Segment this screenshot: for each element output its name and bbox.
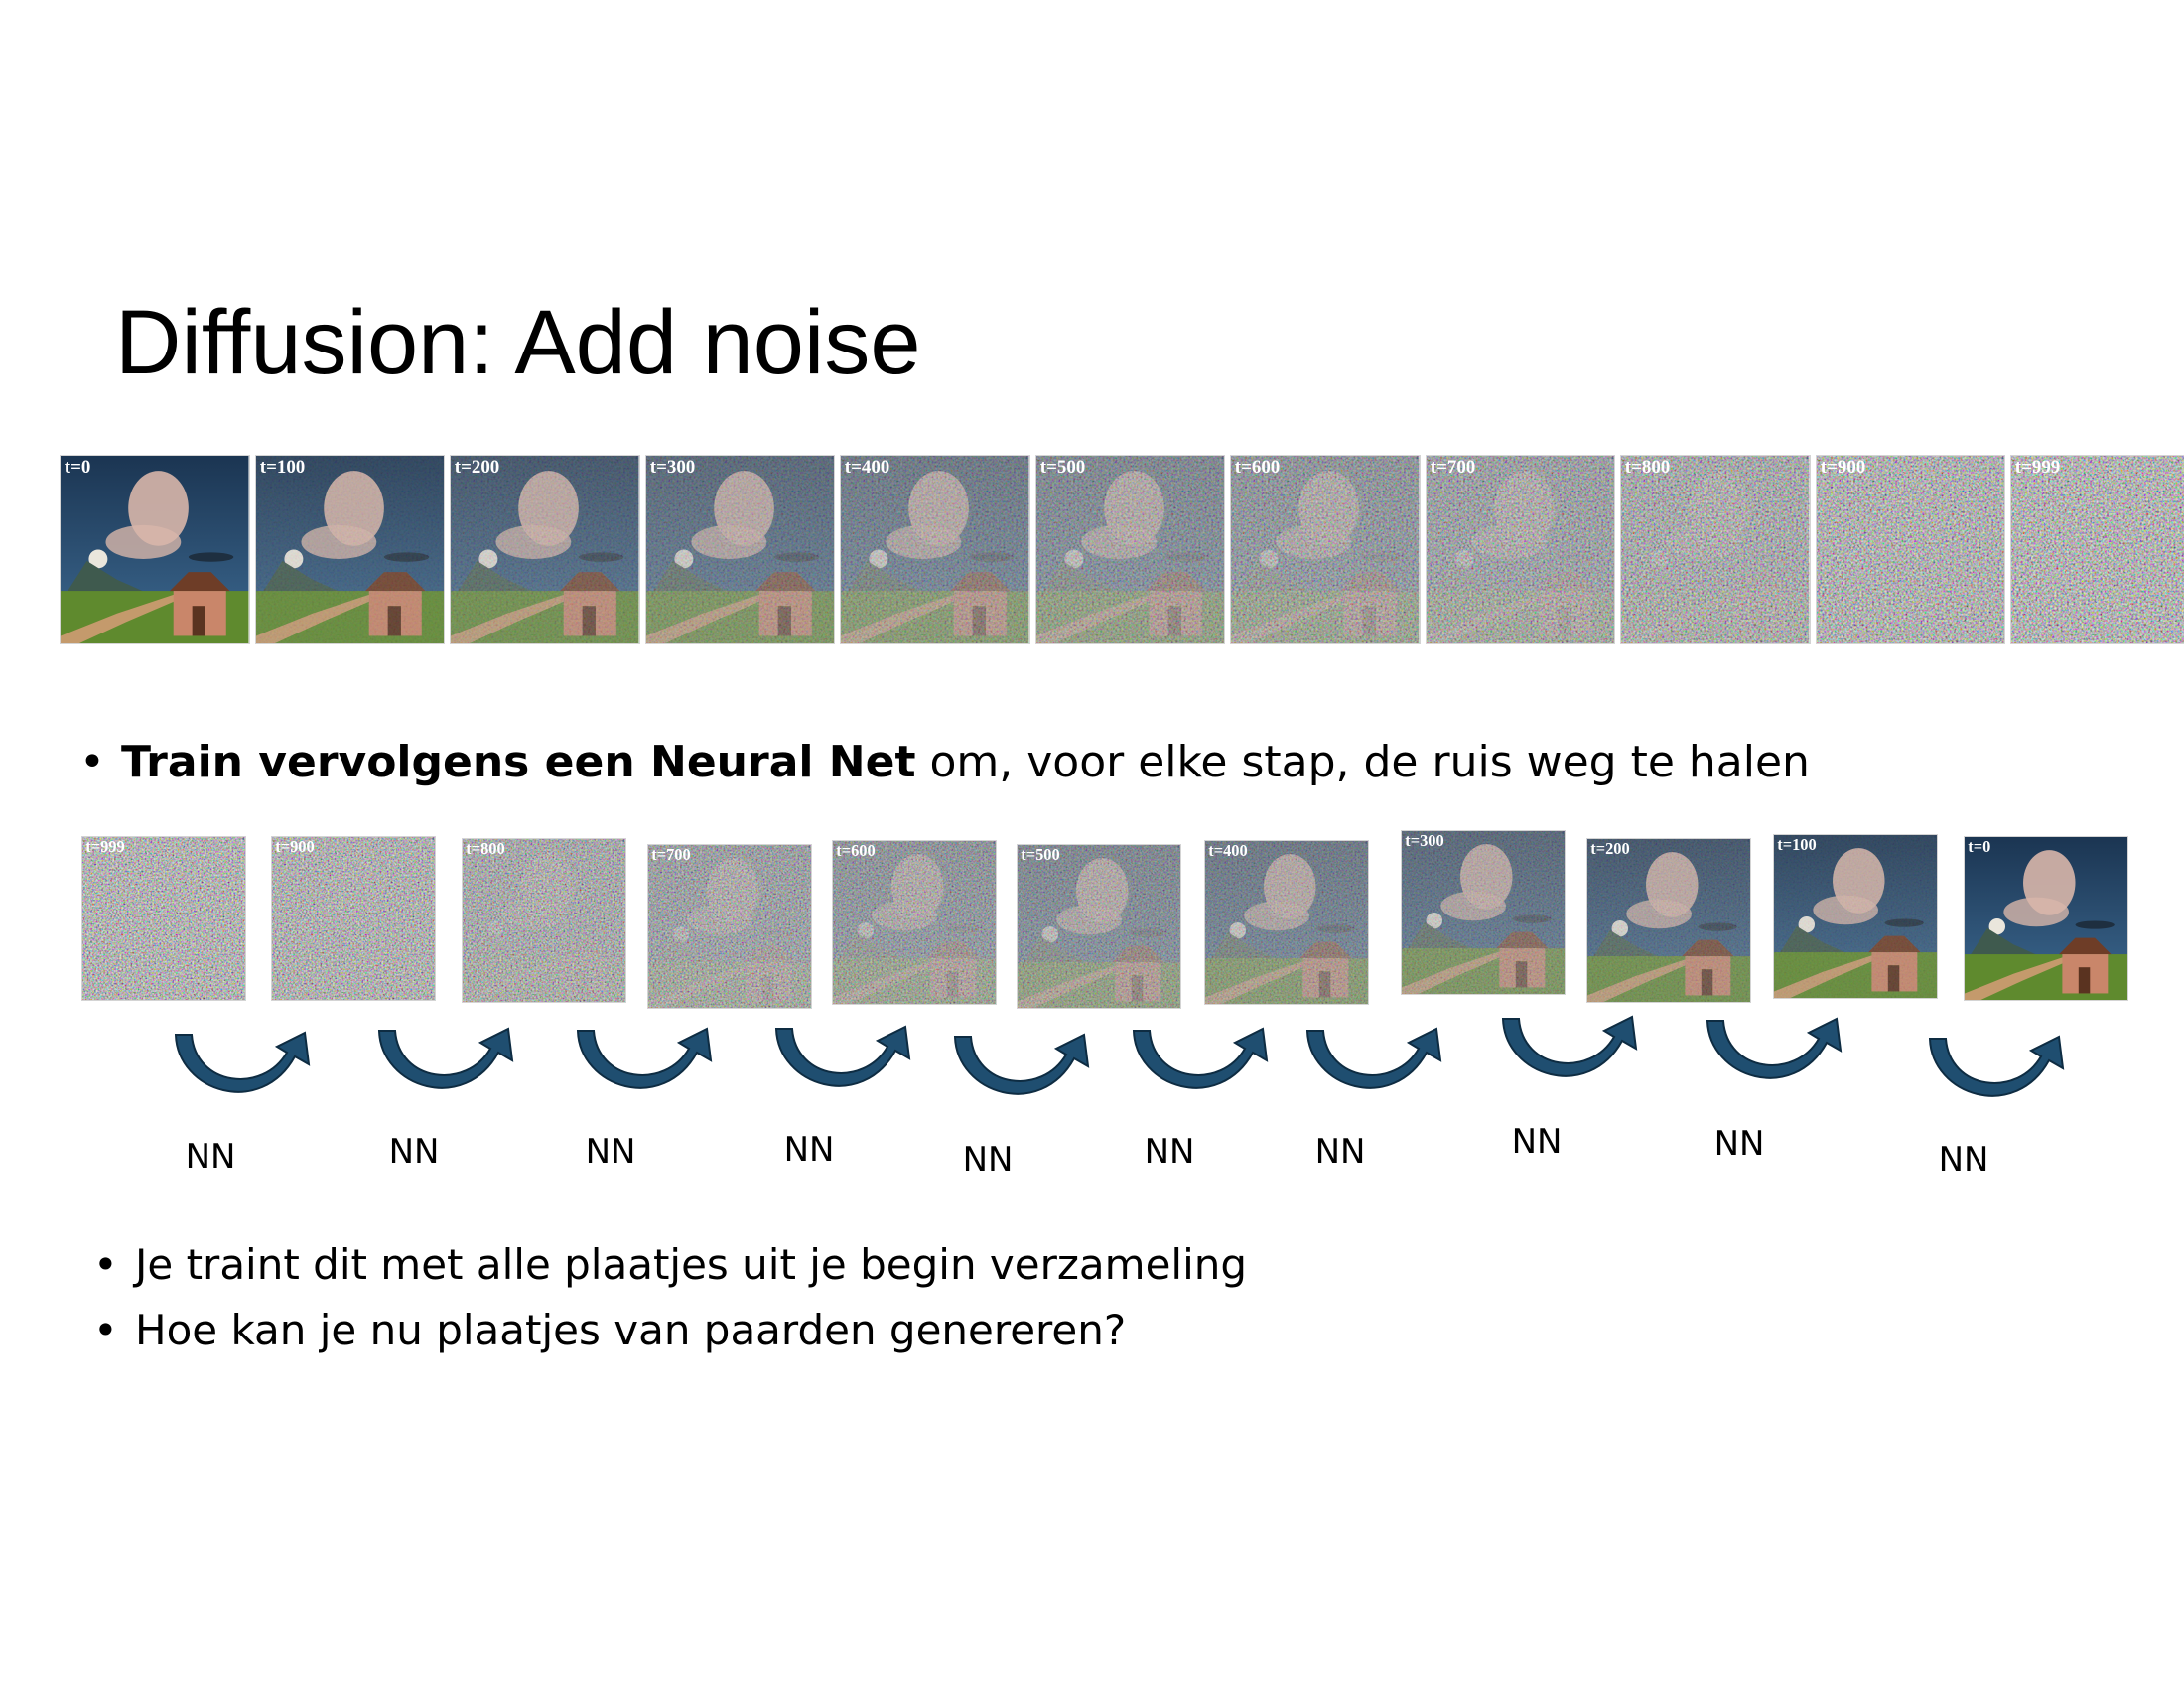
landscape-scene	[61, 456, 249, 643]
nn-label: NN	[185, 1137, 236, 1177]
frame-step-label: t=800	[466, 839, 504, 858]
nn-curved-arrow-icon	[576, 1027, 713, 1089]
bullet-generate-horses: • Hoe kan je nu plaatjes van paarden gene…	[93, 1304, 1126, 1357]
frame-step-label: t=600	[1235, 457, 1280, 478]
frame-step-label: t=500	[1021, 845, 1059, 864]
diffusion-frame: t=500	[1017, 844, 1181, 1009]
bullet-dot: •	[93, 1306, 118, 1354]
frame-step-label: t=200	[1590, 839, 1629, 858]
diffusion-frame: t=400	[1204, 840, 1369, 1005]
diffusion-frame: t=100	[254, 455, 445, 644]
nn-label: NN	[962, 1140, 1014, 1180]
diffusion-frame: t=300	[644, 455, 835, 644]
nn-label: NN	[1511, 1122, 1563, 1162]
diffusion-frame: t=999	[2010, 455, 2184, 644]
diffusion-frame: t=800	[462, 838, 626, 1003]
frame-step-label: t=100	[259, 457, 304, 478]
bullet-train-neural-net: • Train vervolgens een Neural Net om, voo…	[79, 735, 1810, 790]
frame-step-label: t=900	[1820, 457, 1864, 478]
frame-step-label: t=300	[649, 457, 694, 478]
diffusion-frame: t=400	[840, 455, 1030, 644]
nn-label: NN	[1938, 1140, 1989, 1180]
bullet-text: Hoe kan je nu plaatjes van paarden gener…	[135, 1306, 1127, 1354]
bullet-text: om, voor elke stap, de ruis weg te halen	[915, 737, 1810, 787]
diffusion-frame: t=0	[60, 455, 250, 644]
nn-label: NN	[783, 1130, 835, 1170]
frame-step-label: t=200	[455, 457, 499, 478]
nn-curved-arrow-icon	[377, 1027, 514, 1089]
diffusion-frame: t=800	[1620, 455, 1811, 644]
nn-curved-arrow-icon	[174, 1031, 311, 1093]
landscape-scene	[1965, 837, 2127, 1000]
diffusion-frame: t=999	[81, 836, 246, 1001]
frame-step-label: t=700	[1430, 457, 1474, 478]
nn-curved-arrow-icon	[953, 1033, 1090, 1095]
frame-step-label: t=0	[1968, 837, 1990, 856]
bullet-dot: •	[79, 737, 105, 787]
frame-step-label: t=600	[836, 841, 875, 860]
frame-step-label: t=700	[651, 845, 690, 864]
diffusion-frame: t=700	[647, 844, 812, 1009]
frame-step-label: t=400	[845, 457, 889, 478]
frame-step-label: t=300	[1405, 831, 1443, 850]
bullet-train-all-images: • Je traint dit met alle plaatjes uit je …	[93, 1238, 1247, 1292]
frame-step-label: t=800	[1625, 457, 1670, 478]
diffusion-frame: t=100	[1773, 834, 1938, 999]
nn-curved-arrow-icon	[1501, 1015, 1638, 1077]
diffusion-frame: t=700	[1425, 455, 1615, 644]
slide-title: Diffusion: Add noise	[115, 292, 921, 393]
nn-label: NN	[1144, 1132, 1195, 1172]
frame-step-label: t=999	[85, 837, 124, 856]
diffusion-frame: t=600	[1230, 455, 1421, 644]
bullet-bold-text: Train vervolgens een Neural Net	[121, 737, 916, 787]
nn-curved-arrow-icon	[1132, 1027, 1269, 1089]
nn-label: NN	[585, 1132, 636, 1172]
diffusion-frame: t=0	[1964, 836, 2128, 1001]
diffusion-frame: t=200	[1586, 838, 1751, 1003]
nn-label: NN	[1713, 1124, 1765, 1164]
diffusion-frame: t=900	[271, 836, 436, 1001]
diffusion-frame: t=500	[1034, 455, 1225, 644]
nn-label: NN	[388, 1132, 440, 1172]
frame-step-label: t=0	[65, 457, 91, 478]
frame-step-label: t=100	[1777, 835, 1816, 854]
nn-label: NN	[1314, 1132, 1366, 1172]
nn-curved-arrow-icon	[1305, 1027, 1442, 1089]
diffusion-frame: t=200	[450, 455, 640, 644]
frame-step-label: t=999	[2015, 457, 2060, 478]
frame-step-label: t=900	[275, 837, 314, 856]
diffusion-frame: t=600	[832, 840, 997, 1005]
frame-step-label: t=500	[1039, 457, 1084, 478]
bullet-dot: •	[93, 1240, 118, 1289]
diffusion-frame: t=900	[1815, 455, 2005, 644]
diffusion-frame: t=300	[1401, 830, 1566, 995]
nn-curved-arrow-icon	[1928, 1035, 2065, 1097]
frame-step-label: t=400	[1208, 841, 1247, 860]
bullet-text: Je traint dit met alle plaatjes uit je b…	[135, 1240, 1248, 1289]
nn-curved-arrow-icon	[1706, 1017, 1843, 1079]
nn-curved-arrow-icon	[774, 1025, 911, 1087]
